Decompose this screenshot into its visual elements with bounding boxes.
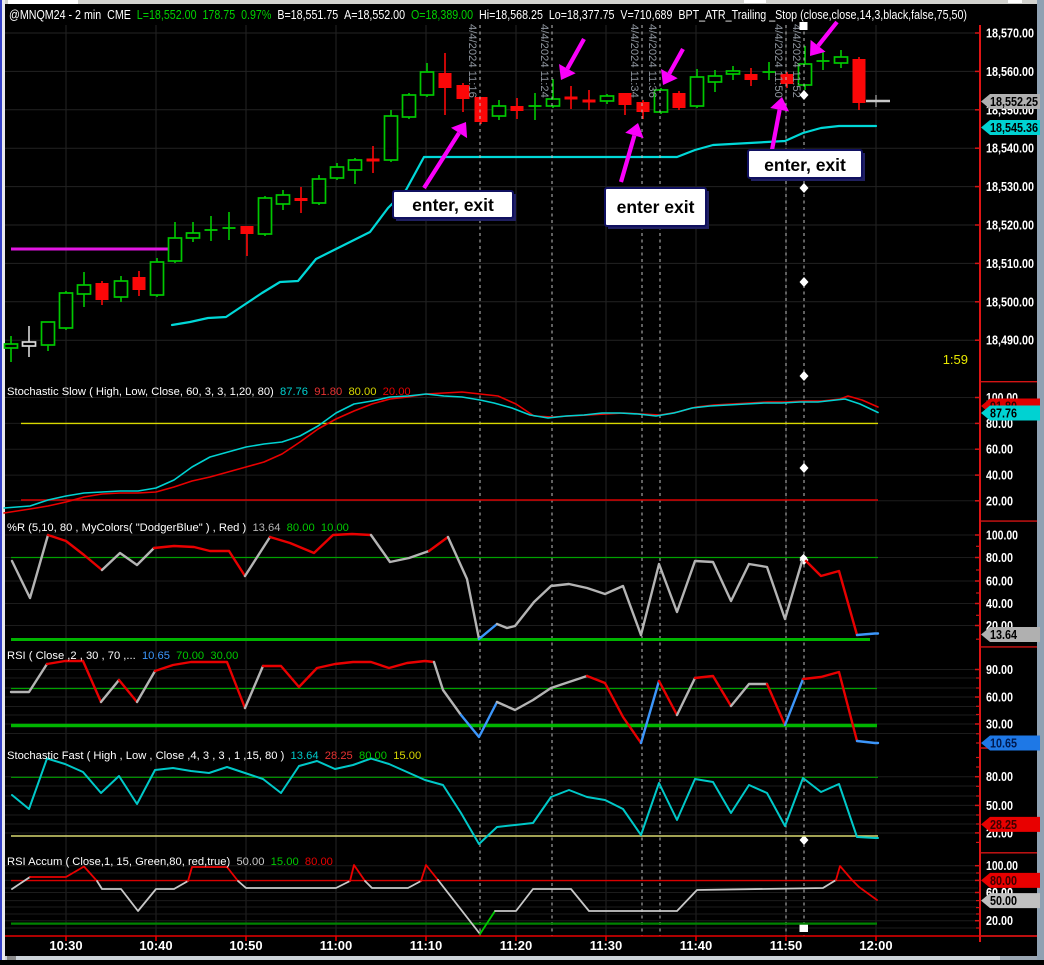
svg-text:90.00: 90.00 xyxy=(986,662,1013,677)
svg-text:4/4/2024 11:16: 4/4/2024 11:16 xyxy=(466,24,478,98)
svg-text:60.00: 60.00 xyxy=(986,690,1013,705)
svg-text:80.00: 80.00 xyxy=(986,769,1013,784)
svg-text:11:40: 11:40 xyxy=(680,938,713,953)
svg-text:60.00: 60.00 xyxy=(986,574,1013,589)
svg-text:100.00: 100.00 xyxy=(986,858,1018,873)
svg-text:50.00: 50.00 xyxy=(990,893,1017,908)
svg-text:50.00: 50.00 xyxy=(986,798,1013,813)
svg-text:20.00: 20.00 xyxy=(986,913,1013,928)
svg-text:RSI Accum ( Close,1, 15, Green: RSI Accum ( Close,1, 15, Green,80, red,t… xyxy=(7,856,333,868)
svg-text:11:20: 11:20 xyxy=(500,938,533,953)
svg-text:100.00: 100.00 xyxy=(986,528,1018,543)
svg-text:13.64: 13.64 xyxy=(990,627,1018,642)
svg-text:enter, exit: enter, exit xyxy=(412,195,494,215)
svg-text:18,570.00: 18,570.00 xyxy=(986,26,1034,41)
svg-text:60.00: 60.00 xyxy=(986,442,1013,457)
svg-text:80.00: 80.00 xyxy=(986,550,1013,565)
svg-text:18,490.00: 18,490.00 xyxy=(986,333,1034,348)
svg-text:28.25: 28.25 xyxy=(990,817,1017,832)
svg-text:10:50: 10:50 xyxy=(229,938,262,953)
svg-text:@MNQM24 - 2 min CME L=18,552: @MNQM24 - 2 min CME L=18,552.00 178.75 0… xyxy=(9,8,967,22)
svg-text:11:00: 11:00 xyxy=(320,938,353,953)
svg-text:4/4/2024 11:50: 4/4/2024 11:50 xyxy=(772,24,784,98)
svg-text:enter, exit: enter, exit xyxy=(764,155,846,175)
svg-text:11:10: 11:10 xyxy=(410,938,443,953)
svg-text:4/4/2024 11:52: 4/4/2024 11:52 xyxy=(790,24,802,98)
svg-text:20.00: 20.00 xyxy=(986,493,1013,508)
svg-text:4/4/2024 11:36: 4/4/2024 11:36 xyxy=(646,24,658,98)
svg-text:11:50: 11:50 xyxy=(770,938,803,953)
svg-text:18,540.00: 18,540.00 xyxy=(986,141,1034,156)
svg-text:4/4/2024 11:34: 4/4/2024 11:34 xyxy=(628,24,640,98)
svg-text:Stochastic Slow ( High, Low, C: Stochastic Slow ( High, Low, Close, 60, … xyxy=(7,386,411,398)
svg-text:Stochastic Fast ( High , Low ,: Stochastic Fast ( High , Low , Close ,4,… xyxy=(7,750,421,762)
svg-text:RSI ( Close ,2 , 30 , 70 ,...: RSI ( Close ,2 , 30 , 70 ,... 10.65 70.0… xyxy=(7,650,238,662)
svg-text:enter exit: enter exit xyxy=(617,197,695,217)
svg-text:30.00: 30.00 xyxy=(986,717,1013,732)
svg-text:%R (5,10, 80 , MyColors( "Dodg: %R (5,10, 80 , MyColors( "DodgerBlue" ) … xyxy=(7,522,349,534)
svg-text:10:30: 10:30 xyxy=(49,938,82,953)
svg-text:18,520.00: 18,520.00 xyxy=(986,218,1034,233)
svg-text:18,545.36: 18,545.36 xyxy=(990,120,1038,135)
svg-text:10.65: 10.65 xyxy=(990,736,1017,751)
svg-text:11:30: 11:30 xyxy=(590,938,623,953)
svg-text:40.00: 40.00 xyxy=(986,468,1013,483)
svg-text:40.00: 40.00 xyxy=(986,596,1013,611)
svg-text:18,530.00: 18,530.00 xyxy=(986,179,1034,194)
svg-text:18,510.00: 18,510.00 xyxy=(986,256,1034,271)
svg-text:12:00: 12:00 xyxy=(859,938,892,953)
svg-text:80.00: 80.00 xyxy=(990,873,1017,888)
svg-text:10:40: 10:40 xyxy=(139,938,172,953)
svg-text:1:59: 1:59 xyxy=(943,352,968,367)
svg-text:87.76: 87.76 xyxy=(990,406,1017,421)
svg-text:4/4/2024 11:24: 4/4/2024 11:24 xyxy=(538,24,550,98)
svg-text:18,560.00: 18,560.00 xyxy=(986,64,1034,79)
svg-text:18,500.00: 18,500.00 xyxy=(986,294,1034,309)
svg-text:18,552.25: 18,552.25 xyxy=(990,94,1038,109)
